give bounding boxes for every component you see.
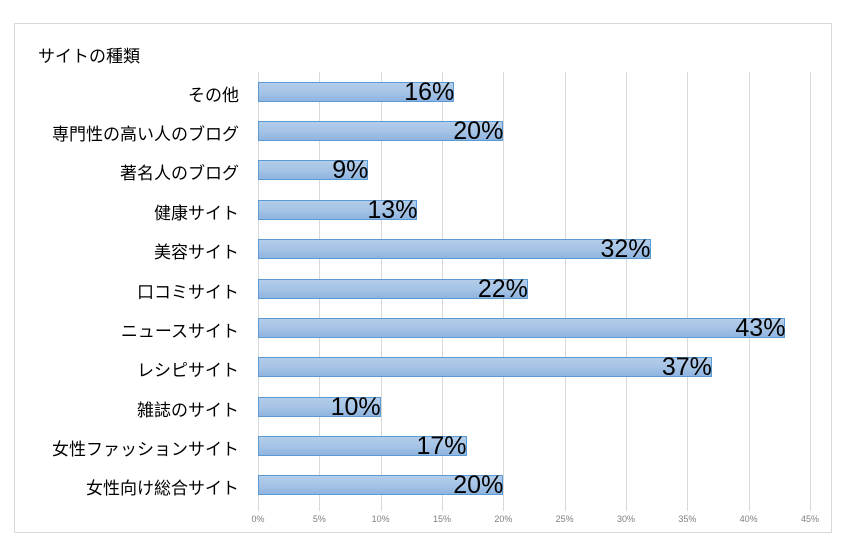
bar xyxy=(258,160,369,181)
bar xyxy=(258,81,455,102)
plot-area: 16% 20% 9% 13% 32% 22% 43% 37% 10% 17% 20% xyxy=(258,72,811,511)
x-tick xyxy=(319,505,321,511)
bar xyxy=(258,199,418,220)
bar-value-label: 16% xyxy=(404,77,455,106)
category-label: ニュースサイト xyxy=(120,321,239,342)
bar-value-label: 22% xyxy=(477,274,528,303)
chart-title: サイトの種類 xyxy=(38,47,140,67)
x-tick xyxy=(380,505,382,511)
gridline xyxy=(626,72,627,505)
category-label: その他 xyxy=(188,85,239,106)
gridline xyxy=(748,72,750,505)
x-tick xyxy=(687,505,689,511)
category-label: 女性向け総合サイト xyxy=(86,479,239,500)
category-label: 著名人のブログ xyxy=(120,164,239,185)
bar xyxy=(258,357,712,378)
bar-value-label: 13% xyxy=(367,195,418,224)
bar-value-label: 9% xyxy=(332,156,369,185)
x-tick xyxy=(748,505,750,511)
bar xyxy=(258,121,504,142)
bar xyxy=(258,239,651,260)
x-tick-label: 45% xyxy=(800,514,820,524)
gridline xyxy=(564,72,566,505)
x-tick-label: 40% xyxy=(739,514,758,524)
x-tick xyxy=(810,505,811,511)
x-tick xyxy=(503,505,505,511)
gridline xyxy=(810,72,811,505)
gridline xyxy=(687,72,689,505)
bar-value-label: 20% xyxy=(453,117,504,146)
bar-value-label: 17% xyxy=(416,431,467,460)
category-label: レシピサイト xyxy=(137,361,239,382)
x-tick-label: 35% xyxy=(678,514,697,524)
category-label: 専門性の高い人のブログ xyxy=(52,125,239,146)
bar-value-label: 32% xyxy=(600,235,651,264)
x-tick-label: 30% xyxy=(616,514,636,524)
category-label: 健康サイト xyxy=(154,203,239,224)
category-label: 女性ファッションサイト xyxy=(52,439,239,460)
x-tick-label: 25% xyxy=(555,514,574,524)
x-tick xyxy=(564,505,566,511)
x-tick xyxy=(258,505,259,511)
category-label: 美容サイト xyxy=(154,243,239,264)
x-tick-label: 5% xyxy=(312,514,326,524)
bar xyxy=(258,278,528,299)
x-tick-label: 0% xyxy=(251,514,265,524)
category-label: 口コミサイト xyxy=(137,282,239,303)
bar xyxy=(258,475,504,496)
x-tick-label: 20% xyxy=(494,514,513,524)
x-tick-label: 15% xyxy=(432,514,452,524)
category-label: 雑誌のサイト xyxy=(137,400,239,421)
bar-value-label: 10% xyxy=(330,392,381,421)
bar-value-label: 20% xyxy=(453,471,504,500)
x-tick xyxy=(442,505,443,511)
x-tick xyxy=(626,505,627,511)
bar-value-label: 37% xyxy=(661,353,712,382)
bar xyxy=(258,396,381,417)
bar xyxy=(258,435,467,456)
x-tick-label: 10% xyxy=(371,514,390,524)
bar-value-label: 43% xyxy=(735,313,786,342)
bar xyxy=(258,317,786,338)
